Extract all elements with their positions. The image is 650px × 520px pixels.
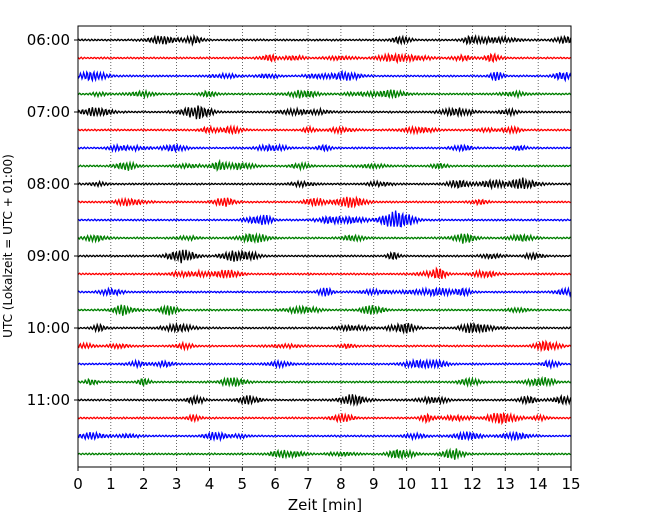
seismic-trace (77, 375, 572, 388)
seismic-trace (77, 304, 572, 316)
x-tick-label: 9 (369, 475, 379, 493)
seismic-trace (77, 195, 572, 209)
y-axis-label: UTC (Lokalzeit = UTC + 01:00) (1, 154, 15, 338)
seismic-trace (77, 69, 572, 83)
seismic-trace (77, 105, 572, 120)
seismic-trace (77, 51, 572, 65)
seismic-trace (77, 158, 572, 172)
x-tick-label: 12 (463, 475, 482, 493)
x-tick-label: 6 (270, 475, 280, 493)
plot-frame (77, 25, 572, 468)
seismic-trace (77, 266, 572, 280)
x-tick-label: 14 (529, 475, 548, 493)
y-tick-label: 10:00 (27, 319, 70, 337)
seismic-trace (77, 142, 571, 154)
x-tick-label: 15 (561, 475, 580, 493)
x-tick-label: 11 (430, 475, 449, 493)
traces (77, 33, 572, 461)
x-tick-label: 8 (336, 475, 346, 493)
seismic-trace (77, 177, 572, 191)
x-tick-label: 10 (397, 475, 416, 493)
seismic-trace (77, 411, 572, 426)
seismic-trace (77, 88, 572, 100)
seismic-trace (77, 249, 572, 264)
seismic-trace (77, 210, 572, 228)
x-ticks: 0 1 2 3 4 5 6 7 8 9 10 11 12 13 14 15 (73, 467, 581, 493)
x-tick-label: 1 (106, 475, 116, 493)
seismic-trace (77, 447, 571, 461)
y-tick-label: 06:00 (27, 31, 70, 49)
y-tick-label: 09:00 (27, 247, 70, 265)
seismic-trace (77, 124, 572, 136)
seismic-trace (77, 430, 572, 443)
y-tick-label: 08:00 (27, 175, 70, 193)
seismic-trace (77, 357, 572, 371)
x-axis-label: Zeit [min] (288, 496, 362, 514)
seismic-trace (77, 33, 572, 47)
x-tick-label: 2 (139, 475, 149, 493)
x-tick-label: 0 (73, 475, 83, 493)
x-tick-label: 7 (303, 475, 313, 493)
x-tick-label: 5 (238, 475, 248, 493)
seismic-trace (77, 232, 571, 245)
y-tick-label: 11:00 (27, 391, 70, 409)
seismic-trace (77, 286, 572, 298)
x-tick-label: 3 (172, 475, 182, 493)
seismic-trace (77, 339, 572, 353)
x-tick-label: 4 (205, 475, 215, 493)
y-ticks: 06:00 07:00 08:00 09:00 10:00 11:00 (27, 31, 78, 409)
x-tick-label: 13 (496, 475, 515, 493)
seismic-trace (77, 393, 572, 407)
seismic-trace (77, 321, 572, 335)
y-tick-label: 07:00 (27, 103, 70, 121)
